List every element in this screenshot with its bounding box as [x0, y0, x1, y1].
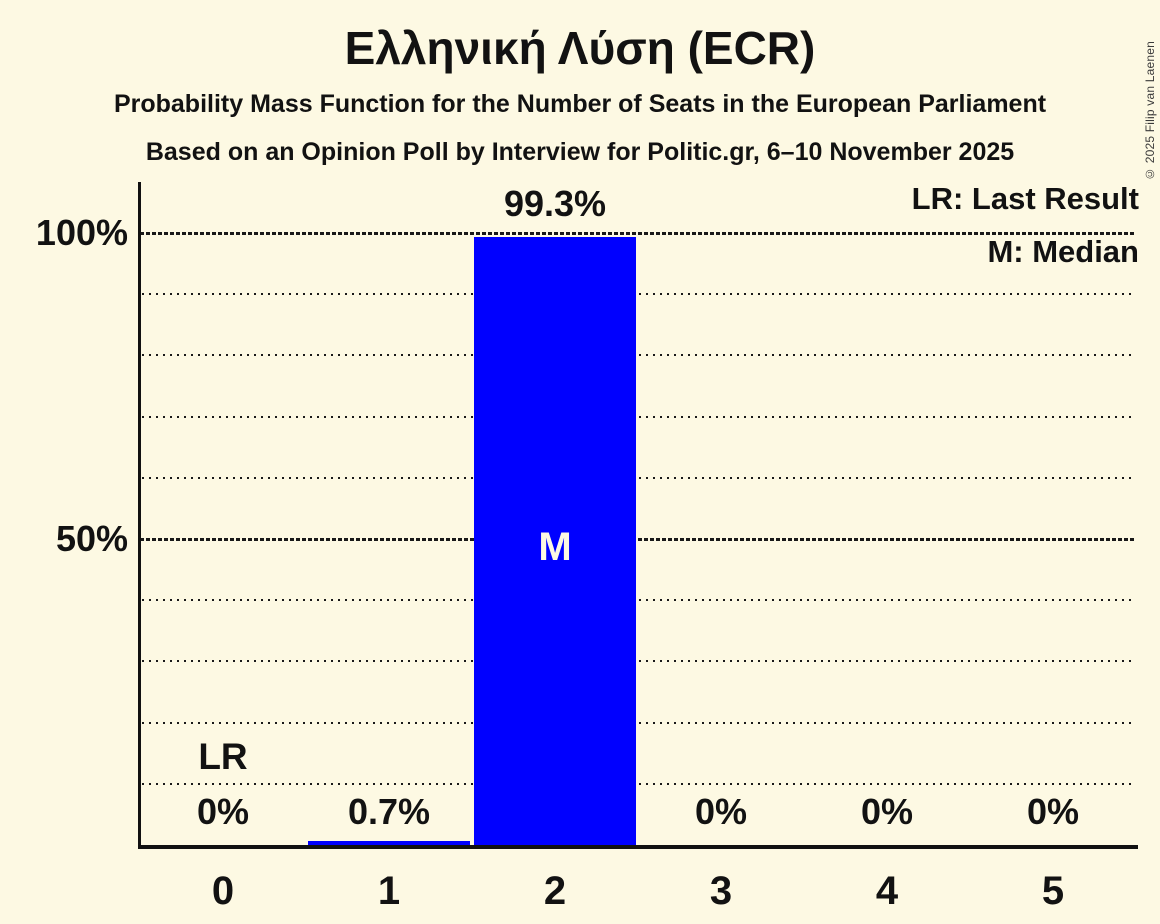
median-marker: M — [538, 525, 572, 569]
plot-area — [140, 182, 1136, 845]
gridline-30pct — [142, 660, 1134, 662]
gridline-50pct — [140, 538, 1136, 541]
legend-median: M: Median — [987, 234, 1139, 269]
x-axis-label-3: 3 — [709, 869, 733, 913]
bar-seat-1 — [308, 841, 470, 845]
value-label-seat-1: 0.7% — [347, 791, 431, 832]
x-axis-label-0: 0 — [211, 869, 235, 913]
x-axis-label-1: 1 — [377, 869, 401, 913]
gridline-40pct — [142, 599, 1134, 601]
value-label-seat-5: 0% — [1026, 791, 1080, 832]
bar-seat-2 — [474, 237, 636, 845]
gridline-70pct — [142, 416, 1134, 418]
y-axis-line — [138, 182, 141, 849]
gridline-80pct — [142, 354, 1134, 356]
x-axis-baseline — [138, 845, 1138, 849]
gridline-20pct — [142, 722, 1134, 724]
value-label-seat-4: 0% — [860, 791, 914, 832]
y-axis-label-50: 50% — [55, 518, 128, 559]
x-axis-label-4: 4 — [875, 869, 899, 913]
x-axis-label-2: 2 — [543, 869, 567, 913]
x-axis-label-5: 5 — [1041, 869, 1065, 913]
last-result-marker: LR — [198, 736, 248, 777]
copyright-notice: © 2025 Filip van Laenen — [1143, 40, 1157, 181]
y-axis-label-100: 100% — [35, 212, 128, 253]
gridline-100pct — [140, 232, 1136, 235]
value-label-seat-2: 99.3% — [503, 183, 607, 224]
value-label-seat-0: 0% — [196, 791, 250, 832]
gridline-90pct — [142, 293, 1134, 295]
legend-last-result: LR: Last Result — [911, 181, 1139, 216]
value-label-seat-3: 0% — [694, 791, 748, 832]
chart-subtitle-line1: Probability Mass Function for the Number… — [113, 90, 1047, 118]
gridline-60pct — [142, 477, 1134, 479]
chart-subtitle-line2: Based on an Opinion Poll by Interview fo… — [145, 138, 1015, 166]
gridline-10pct — [142, 783, 1134, 785]
chart-title: Ελληνική Λύση (ECR) — [344, 22, 816, 74]
